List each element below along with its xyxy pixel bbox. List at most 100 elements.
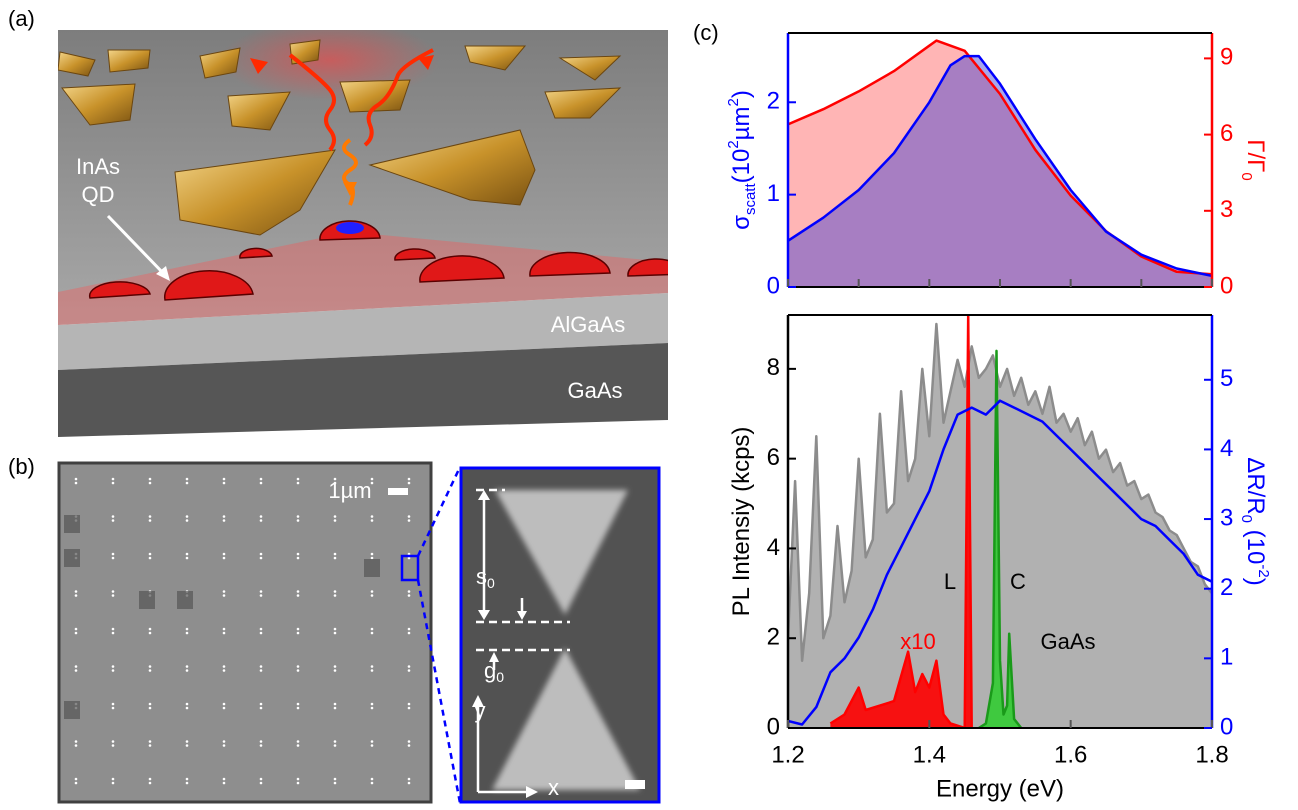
sem-dot [149,519,152,522]
sem-dot [408,519,411,522]
sem-dot [371,553,374,556]
y-tick-label: 4 [767,534,780,561]
sem-dot [223,519,226,522]
sem-dot [297,669,300,672]
sem-dot [223,553,226,556]
panel-label: (a) [8,6,35,31]
plot-area [788,41,1212,287]
sem-dot [186,557,189,560]
sem-dot [408,478,411,481]
y2-tick-label: 0 [1220,713,1233,740]
sem-dot [186,778,189,781]
axis-label-part: scatt [742,183,759,216]
sem-dot [371,632,374,635]
panel-label: (c) [693,20,719,45]
sem-dot [408,740,411,743]
y-tick-label: 6 [767,444,780,471]
sem-dot [334,632,337,635]
sem-dot [149,515,152,518]
axis-label-part: (10 [728,149,755,184]
sem-dot [260,482,263,485]
sem-dot [260,707,263,710]
sem-dot [75,740,78,743]
sem-dot [75,478,78,481]
axis-label-part: -2 [1255,564,1272,577]
sem-dot [186,628,189,631]
sem-dot [334,665,337,668]
sem-dot [371,703,374,706]
sem-dot [112,632,115,635]
inset-label-part: g [484,658,496,683]
sem-dot [297,628,300,631]
sem-dot [223,778,226,781]
sem-dot [260,669,263,672]
sem-dot [371,519,374,522]
sem-dot [112,665,115,668]
sem-dot [186,515,189,518]
sem-dot [223,482,226,485]
sem-dot [186,703,189,706]
sem-dot [149,665,152,668]
sem-dot [75,482,78,485]
sem-dot [112,482,115,485]
sem-dot [334,515,337,518]
sem-dot [75,665,78,668]
sem-dot [149,782,152,785]
sem-dot [149,632,152,635]
sem-dot [334,782,337,785]
sem-dot [223,669,226,672]
sem-dot [297,744,300,747]
sem-dot [371,740,374,743]
sem-dot [260,778,263,781]
sem-dot [112,740,115,743]
sem-dot [75,628,78,631]
sem-dot [260,703,263,706]
sem-dot [371,665,374,668]
figure: (a) (b) (c) [0,0,1298,810]
y-tick-label: 2 [767,88,780,115]
sem-dot [297,707,300,710]
sem-dot [223,628,226,631]
sem-dot [112,628,115,631]
annotation: L [944,569,956,594]
x-axis-label: Energy (eV) [936,775,1064,802]
sem-dot [408,778,411,781]
inset-label-part: 0 [496,669,504,685]
sem-dot [223,703,226,706]
x-tick-label: 1.8 [1195,741,1228,768]
sem-dot [334,703,337,706]
sem-dot [112,744,115,747]
sem-dot [223,590,226,593]
sem-dot [408,744,411,747]
axis-label: x [548,775,559,800]
y2-tick-label: 3 [1220,196,1233,223]
sem-defect [177,591,193,609]
sem-dot [186,669,189,672]
illustration-label: QD [82,182,115,207]
sem-dot [112,519,115,522]
sem-dot [408,482,411,485]
axis-label-part: 0 [1238,515,1255,523]
sem-dot [408,594,411,597]
sem-dot [371,707,374,710]
sem-dot [371,557,374,560]
sem-dot [223,707,226,710]
sem-dot [297,557,300,560]
sem-dot [297,515,300,518]
axis-label-part: µm [728,106,755,140]
sem-dot [223,515,226,518]
sem-dot [260,782,263,785]
axis-label-part: PL Intensiy (kcps) [728,427,755,617]
sem-dot [297,703,300,706]
axis-label-part: ) [1242,578,1269,586]
sem-defect [139,591,155,609]
sem-dot [149,553,152,556]
y2-tick-label: 6 [1220,120,1233,147]
sem-dot [334,740,337,743]
sem-dot [75,669,78,672]
sem-dot [371,594,374,597]
sem-dot [371,778,374,781]
sem-dot [186,519,189,522]
sem-dot [186,782,189,785]
sem-dot [297,632,300,635]
